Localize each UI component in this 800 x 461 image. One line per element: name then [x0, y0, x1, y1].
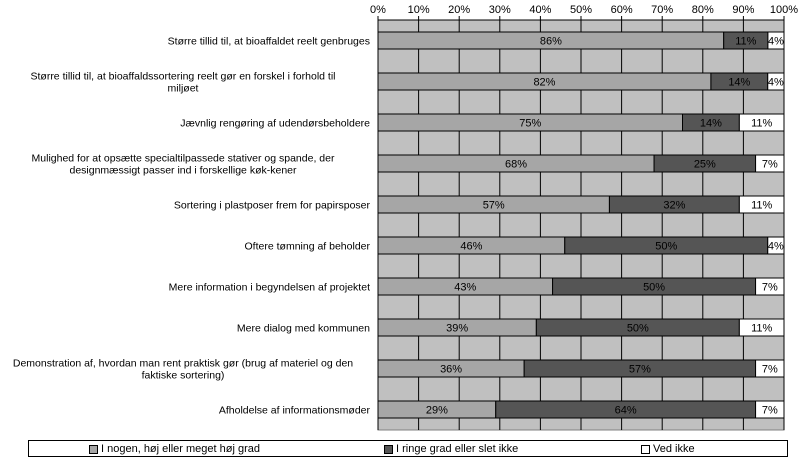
data-label-1: 57% — [483, 200, 505, 212]
data-label-3: 11% — [751, 323, 772, 335]
bar-segment-3 — [767, 31, 785, 50]
data-label-1: 39% — [446, 323, 468, 335]
legend-swatch-series-2 — [384, 444, 393, 454]
data-label-1: 86% — [540, 36, 562, 48]
legend-item-series-1: I nogen, høj eller meget høj grad — [89, 443, 260, 455]
category-label: Større tillid til, at bioaffaldet reelt … — [168, 36, 370, 48]
data-label-3: 11% — [751, 118, 772, 130]
data-label-1: 36% — [440, 364, 462, 376]
bar-segment-3 — [755, 154, 785, 173]
bar-segment-3 — [738, 318, 785, 337]
x-tick-label: 50% — [570, 4, 592, 16]
bar-segment-3 — [755, 359, 785, 378]
legend-label-series-3: Ved ikke — [653, 443, 695, 455]
data-label-2: 11% — [735, 36, 756, 48]
x-tick-label: 0% — [370, 4, 386, 16]
category-label: Afholdelse af informationsmøder — [219, 405, 371, 417]
bar-segment-3 — [738, 195, 785, 214]
data-label-2: 25% — [694, 159, 716, 171]
legend-label-series-1: I nogen, høj eller meget høj grad — [101, 443, 260, 455]
data-label-1: 29% — [426, 405, 448, 417]
category-label: faktiske sortering) — [142, 370, 225, 382]
category-label: Mere dialog med kommunen — [237, 323, 370, 335]
data-label-3: 7% — [762, 282, 778, 294]
x-tick-label: 40% — [529, 4, 551, 16]
data-label-1: 82% — [533, 77, 555, 89]
data-label-2: 64% — [615, 405, 637, 417]
data-label-1: 68% — [505, 159, 527, 171]
category-label: Demonstration af, hvordan man rent prakt… — [13, 358, 353, 370]
data-label-2: 50% — [655, 241, 677, 253]
x-tick-label: 60% — [611, 4, 633, 16]
x-tick-label: 100% — [770, 4, 798, 16]
data-label-2: 32% — [663, 200, 685, 212]
data-label-2: 57% — [629, 364, 651, 376]
legend: I nogen, høj eller meget høj grad I ring… — [28, 440, 788, 457]
bar-segment-3 — [755, 277, 785, 296]
data-label-3: 11% — [751, 200, 772, 212]
x-tick-label: 20% — [448, 4, 470, 16]
data-label-3: 4% — [768, 77, 784, 89]
x-tick-label: 90% — [732, 4, 754, 16]
data-label-1: 46% — [460, 241, 482, 253]
data-label-1: 43% — [454, 282, 476, 294]
data-label-3: 4% — [768, 241, 784, 253]
category-label: Mulighed for at opsætte specialtilpassed… — [32, 153, 335, 165]
data-label-2: 50% — [627, 323, 649, 335]
data-label-2: 14% — [728, 77, 750, 89]
data-label-3: 7% — [762, 159, 778, 171]
data-label-3: 7% — [762, 364, 778, 376]
category-label: Jævnlig rengøring af udendørsbeholdere — [180, 118, 370, 130]
data-label-2: 14% — [700, 118, 722, 130]
x-tick-label: 70% — [651, 4, 673, 16]
category-label: Større tillid til, at bioaffaldssorterin… — [30, 71, 335, 83]
category-label: designmæssigt passer ind i forskellige k… — [69, 165, 297, 177]
legend-swatch-series-1 — [89, 444, 98, 454]
legend-label-series-2: I ringe grad eller slet ikke — [396, 443, 519, 455]
x-tick-label: 10% — [408, 4, 430, 16]
legend-swatch-series-3 — [641, 444, 650, 454]
category-label: Mere information i begyndelsen af projek… — [169, 282, 370, 294]
category-label: Sortering i plastposer frem for papirspo… — [174, 200, 371, 212]
x-tick-label: 80% — [692, 4, 714, 16]
x-tick-label: 30% — [489, 4, 511, 16]
bar-segment-3 — [767, 72, 785, 91]
bar-segment-3 — [755, 400, 785, 419]
legend-item-series-2: I ringe grad eller slet ikke — [384, 443, 518, 455]
bar-segment-3 — [738, 113, 785, 132]
data-label-3: 4% — [768, 36, 784, 48]
data-label-3: 7% — [762, 405, 778, 417]
bar-segment-3 — [767, 236, 785, 255]
category-label: Oftere tømning af beholder — [245, 241, 371, 253]
data-label-2: 50% — [643, 282, 665, 294]
category-label: miljøet — [168, 83, 199, 95]
legend-item-series-3: Ved ikke — [641, 443, 695, 455]
data-label-1: 75% — [519, 118, 541, 130]
